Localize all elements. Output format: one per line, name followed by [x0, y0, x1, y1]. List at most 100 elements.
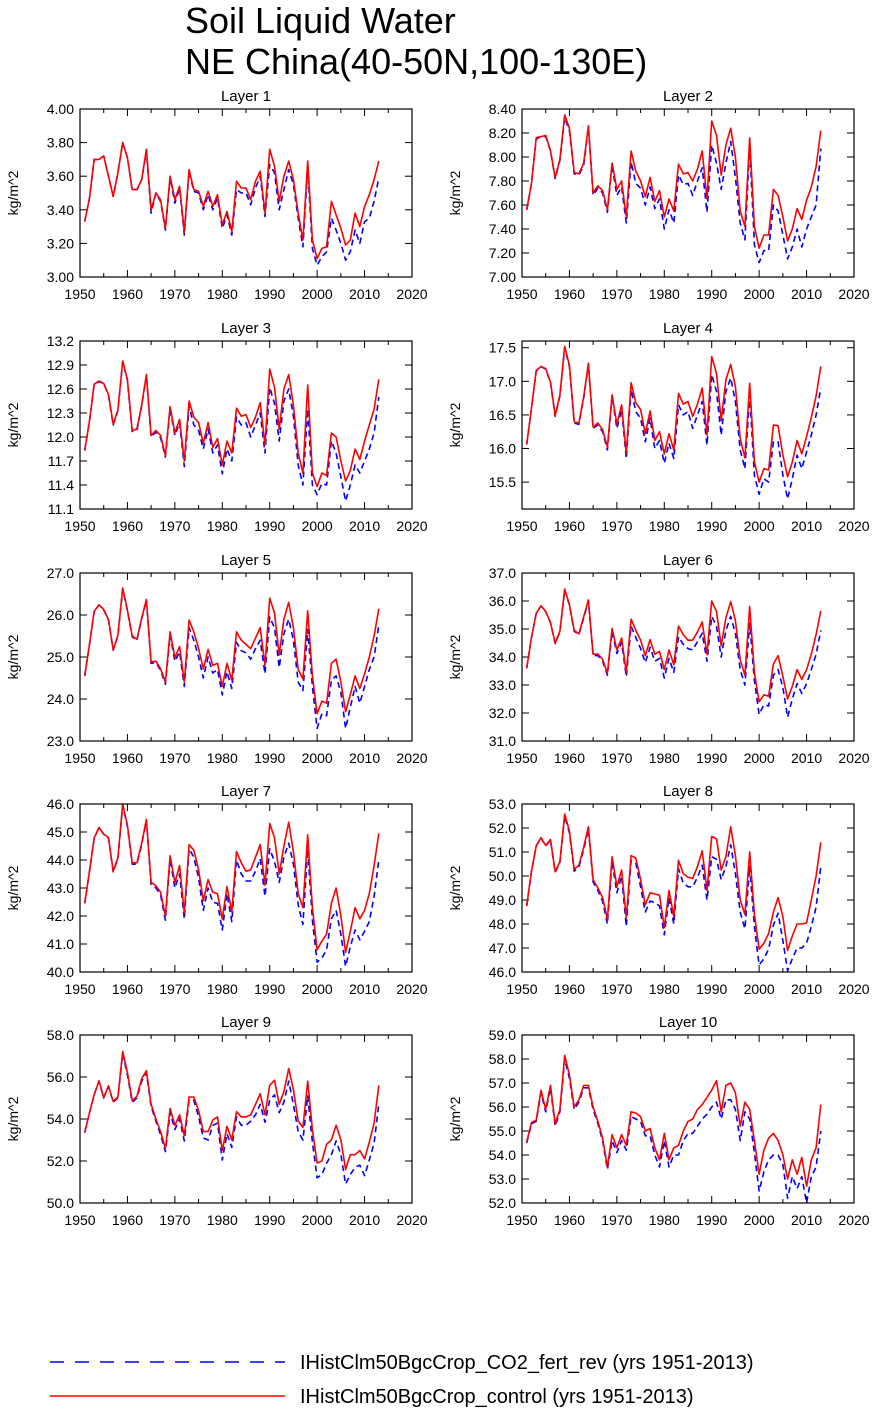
x-tick-label: 1950: [64, 1212, 95, 1228]
panel-layer-3: Layer 3 kg/m^2 1950 1960 1970 1980 1990 2000 201…: [5, 320, 428, 534]
x-tick-label: 1960: [554, 750, 585, 766]
panel-title: Layer 2: [663, 88, 713, 105]
plot-frame: [521, 108, 855, 278]
y-tick-label: 16.5: [489, 407, 516, 423]
x-tick-label: 1990: [696, 286, 727, 302]
x-tick-label: 2000: [744, 981, 775, 997]
panel-layer-10: Layer 10 kg/m^2 1950 1960 1970 1980 1990 2000 20…: [447, 1014, 870, 1228]
y-tick-label: 8.00: [489, 149, 516, 165]
x-tick-label: 1950: [506, 1212, 537, 1228]
panel-layer-4: Layer 4 kg/m^2 1950 1960 1970 1980 1990 2000 201…: [447, 320, 870, 534]
y-tick-label: 7.60: [489, 197, 516, 213]
y-tick-label: 7.80: [489, 173, 516, 189]
x-tick-label: 2010: [349, 286, 380, 302]
series-co2-fert-rev-line: [83, 804, 380, 968]
series-co2-fert-rev-line: [83, 360, 380, 502]
y-tick-label: 12.9: [47, 357, 74, 373]
x-tick-label: 1990: [254, 1212, 285, 1228]
y-tick-label: 53.0: [489, 1171, 516, 1187]
series-control-line: [83, 803, 380, 954]
y-tick-label: 42.0: [47, 908, 74, 924]
x-tick-label: 1990: [254, 286, 285, 302]
x-tick-label: 1980: [207, 1212, 238, 1228]
y-tick-label: 41.0: [47, 936, 74, 952]
figure-title-line-2: NE China(40-50N,100-130E): [185, 41, 647, 82]
x-tick-label: 1970: [601, 286, 632, 302]
series-control-line: [525, 1054, 822, 1187]
panel-title: Layer 4: [663, 320, 713, 337]
plot-frame: [79, 803, 413, 973]
y-tick-label: 3.60: [47, 168, 74, 184]
panel-title: Layer 5: [221, 552, 271, 569]
x-tick-label: 1960: [112, 981, 143, 997]
x-tick-label: 2010: [791, 750, 822, 766]
y-axis-label: kg/m^2: [5, 402, 21, 447]
series-control-line: [525, 588, 822, 703]
y-tick-label: 52.0: [489, 1195, 516, 1211]
y-tick-label: 49.0: [489, 892, 516, 908]
x-tick-label: 1990: [696, 750, 727, 766]
y-tick-label: 24.0: [47, 691, 74, 707]
x-tick-label: 2010: [349, 518, 380, 534]
x-tick-label: 1990: [254, 981, 285, 997]
x-tick-label: 2000: [302, 1212, 333, 1228]
x-tick-label: 1980: [207, 518, 238, 534]
panel-title: Layer 7: [221, 783, 271, 800]
y-tick-label: 15.5: [489, 474, 516, 490]
y-tick-label: 55.0: [489, 1123, 516, 1139]
y-tick-label: 53.0: [489, 796, 516, 812]
y-tick-label: 4.00: [47, 101, 74, 117]
x-tick-label: 1960: [554, 1212, 585, 1228]
y-tick-label: 3.00: [47, 269, 74, 285]
x-tick-label: 1960: [112, 1212, 143, 1228]
x-tick-label: 1980: [649, 981, 680, 997]
y-tick-label: 8.20: [489, 125, 516, 141]
y-tick-label: 11.1: [48, 501, 74, 517]
y-axis-label: kg/m^2: [447, 634, 463, 679]
plot-frame: [521, 803, 855, 973]
legend-label-co2-fert-rev: IHistClm50BgcCrop_CO2_fert_rev (yrs 1951…: [300, 1352, 754, 1374]
y-tick-label: 13.2: [47, 333, 74, 349]
panel-title: Layer 8: [663, 783, 713, 800]
x-tick-label: 2000: [302, 981, 333, 997]
series-co2-fert-rev-line: [83, 1053, 380, 1185]
y-tick-label: 12.0: [47, 429, 74, 445]
panel-layer-5: Layer 5 kg/m^2 1950 1960 1970 1980 1990 2000 201…: [5, 552, 428, 766]
y-tick-label: 46.0: [47, 796, 74, 812]
series-control-line: [525, 345, 822, 483]
x-tick-label: 1950: [506, 518, 537, 534]
y-axis-label: kg/m^2: [5, 170, 21, 215]
x-tick-label: 1950: [64, 518, 95, 534]
x-tick-label: 2010: [791, 981, 822, 997]
y-tick-label: 12.3: [47, 405, 74, 421]
x-tick-label: 1980: [649, 518, 680, 534]
x-tick-label: 1970: [159, 750, 190, 766]
x-tick-label: 1980: [207, 286, 238, 302]
x-tick-label: 2000: [744, 286, 775, 302]
x-tick-label: 2000: [302, 286, 333, 302]
y-axis-label: kg/m^2: [5, 634, 21, 679]
x-tick-label: 2010: [349, 1212, 380, 1228]
x-tick-label: 1960: [112, 286, 143, 302]
y-tick-label: 7.20: [489, 245, 516, 261]
x-tick-label: 2020: [838, 518, 869, 534]
x-tick-label: 1990: [696, 518, 727, 534]
y-tick-label: 17.0: [489, 373, 516, 389]
series-control-line: [525, 114, 822, 249]
x-tick-label: 1960: [554, 981, 585, 997]
x-tick-label: 1970: [601, 750, 632, 766]
y-tick-label: 44.0: [47, 852, 74, 868]
panel-title: Layer 3: [221, 320, 271, 337]
y-axis-label: kg/m^2: [447, 402, 463, 447]
y-tick-label: 11.7: [48, 453, 74, 469]
panel-layer-2: Layer 2 kg/m^2 1950 1960 1970 1980 1990 2000 201…: [447, 88, 870, 302]
x-tick-label: 1990: [254, 750, 285, 766]
x-tick-label: 2020: [396, 1212, 427, 1228]
y-tick-label: 50.0: [489, 868, 516, 884]
y-tick-label: 54.0: [489, 1147, 516, 1163]
y-tick-label: 3.40: [47, 202, 74, 218]
y-tick-label: 51.0: [489, 844, 516, 860]
panel-layer-9: Layer 9 kg/m^2 1950 1960 1970 1980 1990 2000 201…: [5, 1014, 428, 1228]
series-co2-fert-rev-line: [525, 1058, 822, 1204]
x-tick-label: 2020: [838, 1212, 869, 1228]
